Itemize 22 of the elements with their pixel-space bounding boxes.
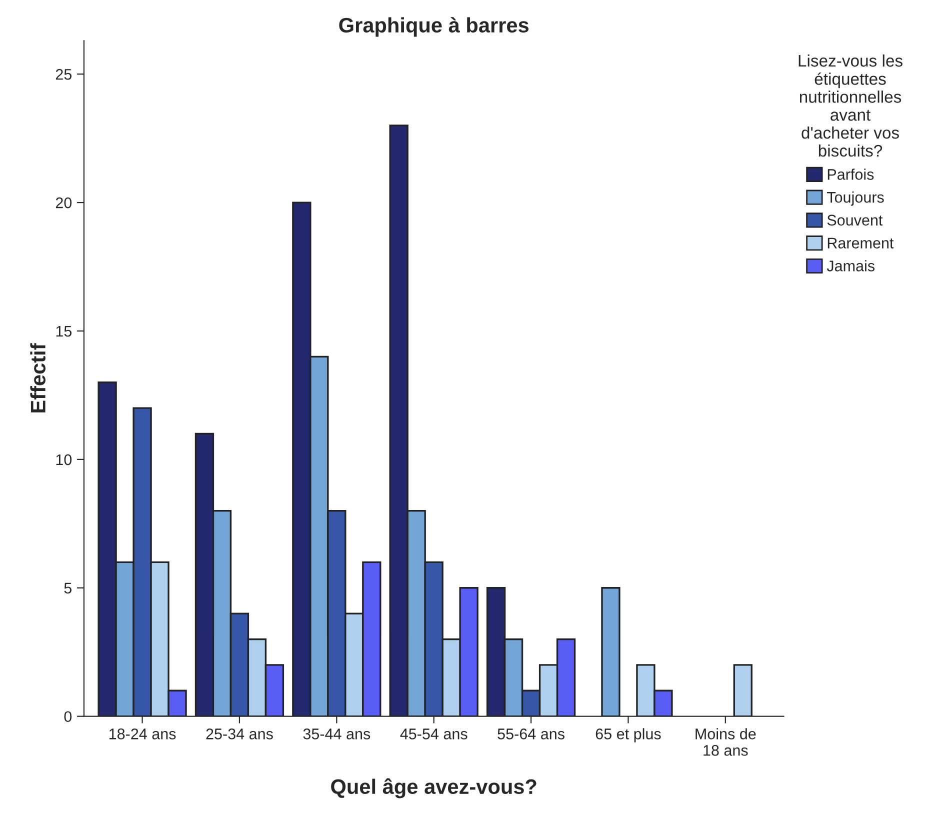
legend-title: Lisez-vous les étiquettes nutritionnelles avant d'acheter vos biscuits?: [798, 54, 902, 157]
legend-label: Souvent: [827, 214, 883, 226]
y-tick-label: 10: [56, 454, 72, 466]
legend-label: Rarement: [828, 238, 894, 248]
legend-label: Jamais: [826, 260, 874, 272]
legend-label: Toujours: [827, 191, 884, 206]
y-tick-label: 25: [56, 68, 72, 80]
x-tick-label: 45-54 ans: [400, 728, 468, 740]
x-tick-label: 18-24 ans: [109, 728, 176, 740]
y-tick-label: 5: [64, 582, 72, 594]
x-tick-label: 55-64 ans: [498, 728, 564, 740]
y-tick-label: 20: [56, 197, 72, 208]
y-tick-label: 15: [56, 326, 72, 337]
chart-title: Graphique à barres: [339, 17, 529, 37]
y-tick-label: 0: [64, 711, 72, 722]
legend-label: Parfois: [828, 168, 874, 180]
x-axis-title: Quel âge avez-vous?: [331, 778, 536, 798]
x-tick-label: Moins de 18 ans: [696, 728, 756, 756]
y-axis-title: Effectif: [30, 343, 46, 412]
x-tick-label: 35-44 ans: [303, 728, 370, 740]
x-tick-label: 25-34 ans: [206, 728, 273, 740]
x-tick-label: 65 et plus: [596, 728, 661, 742]
